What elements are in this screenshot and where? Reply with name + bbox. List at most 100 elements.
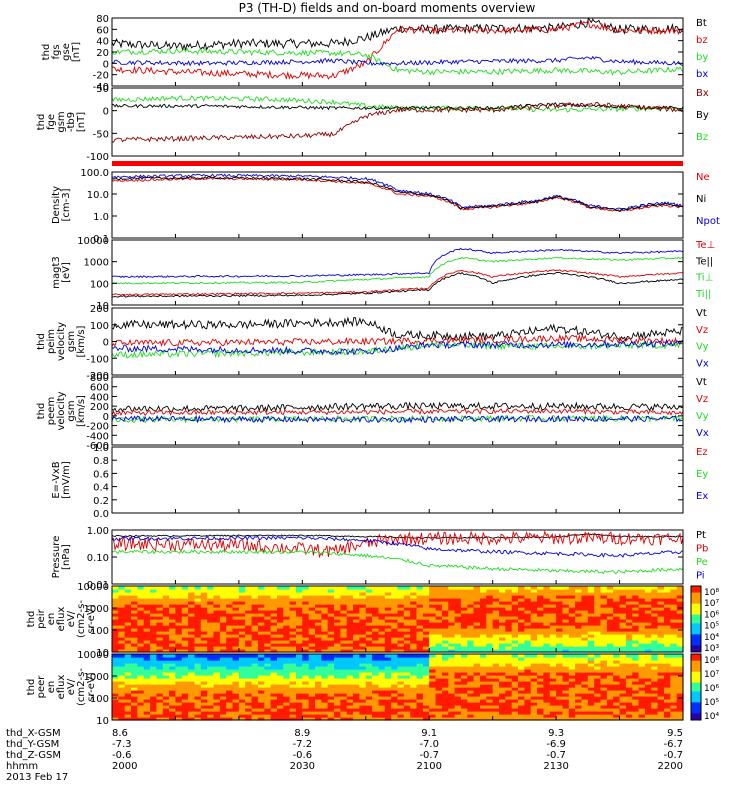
heatmap-cell	[613, 613, 621, 617]
heatmap-cell	[340, 690, 348, 694]
heatmap-cell	[156, 601, 164, 605]
heatmap-cell	[384, 616, 392, 620]
heatmap-cell	[587, 592, 595, 596]
heatmap-cell	[340, 675, 348, 679]
heatmap-cell	[207, 693, 215, 697]
heatmap-cell	[283, 675, 291, 679]
heatmap-cell	[188, 678, 195, 682]
heatmap-cell	[441, 601, 449, 605]
heatmap-cell	[277, 663, 284, 667]
heatmap-cell	[270, 637, 278, 641]
heatmap-cell	[264, 640, 272, 644]
heatmap-cell	[162, 660, 170, 664]
heatmap-cell	[150, 643, 157, 647]
heatmap-cell	[581, 631, 589, 635]
heatmap-cell	[575, 708, 582, 712]
heatmap-cell	[410, 637, 418, 641]
heatmap-cell	[238, 646, 246, 650]
heatmap-cell	[632, 625, 640, 629]
y-axis-label: gsm	[66, 400, 77, 421]
heatmap-cell	[232, 613, 240, 617]
heatmap-cell	[112, 660, 119, 664]
heatmap-cell	[353, 654, 360, 658]
heatmap-cell	[575, 669, 582, 673]
heatmap-cell	[226, 637, 234, 641]
heatmap-cell	[194, 702, 202, 706]
heatmap-cell	[340, 702, 348, 706]
heatmap-cell	[435, 598, 443, 602]
heatmap-cell	[372, 622, 379, 626]
heatmap-cell	[391, 595, 399, 599]
heatmap-cell	[518, 586, 525, 590]
heatmap-cell	[530, 672, 538, 676]
heatmap-cell	[226, 643, 234, 647]
heatmap-cell	[454, 625, 462, 629]
heatmap-cell	[613, 622, 621, 626]
heatmap-cell	[467, 646, 475, 650]
colorbar-tick-label: 10⁴	[704, 633, 719, 643]
y-axis-label: Pressure	[51, 536, 62, 579]
y-axis-label: [nPa]	[61, 544, 72, 570]
heatmap-cell	[441, 708, 449, 712]
heatmap-cell	[334, 678, 341, 682]
heatmap-cell	[518, 601, 525, 605]
heatmap-cell	[587, 589, 595, 593]
heatmap-cell	[575, 631, 582, 635]
heatmap-cell	[467, 586, 475, 590]
heatmap-cell	[594, 684, 602, 688]
heatmap-cell	[359, 598, 367, 602]
heatmap-cell	[422, 711, 430, 715]
heatmap-cell	[188, 637, 195, 641]
heatmap-cell	[143, 687, 151, 691]
heatmap-cell	[613, 595, 621, 599]
heatmap-cell	[321, 625, 329, 629]
heatmap-cell	[556, 666, 563, 670]
heatmap-cell	[422, 625, 430, 629]
heatmap-cell	[245, 705, 253, 709]
heatmap-cell	[441, 637, 449, 641]
heatmap-cell	[334, 705, 341, 709]
heatmap-cell	[346, 678, 354, 682]
heatmap-cell	[207, 619, 215, 623]
heatmap-cell	[270, 684, 278, 688]
heatmap-cell	[467, 666, 475, 670]
heatmap-cell	[346, 660, 354, 664]
heatmap-cell	[219, 637, 227, 641]
heatmap-cell	[492, 643, 500, 647]
colorbar-tick-label: 10⁸	[704, 588, 719, 598]
heatmap-cell	[575, 684, 582, 688]
heatmap-cell	[277, 699, 284, 703]
heatmap-cell	[454, 622, 462, 626]
heatmap-cell	[296, 646, 303, 650]
heatmap-cell	[213, 714, 221, 718]
heatmap-cell	[429, 607, 437, 611]
colorbar-step	[691, 695, 701, 699]
heatmap-cell	[454, 660, 462, 664]
heatmap-cell	[505, 702, 513, 706]
heatmap-cell	[505, 714, 513, 718]
heatmap-cell	[403, 610, 411, 614]
heatmap-cell	[372, 693, 379, 697]
heatmap-cell	[606, 675, 614, 679]
heatmap-cell	[156, 628, 164, 632]
heatmap-cell	[416, 628, 424, 632]
heatmap-cell	[670, 613, 678, 617]
heatmap-cell	[327, 589, 335, 593]
heatmap-cell	[454, 666, 462, 670]
heatmap-cell	[169, 646, 176, 650]
heatmap-cell	[651, 714, 659, 718]
heatmap-cell	[600, 598, 608, 602]
heatmap-cell	[353, 631, 360, 635]
heatmap-cell	[664, 610, 671, 614]
heatmap-cell	[156, 666, 164, 670]
x-tick-label: 9.1	[421, 728, 437, 739]
heatmap-cell	[277, 634, 284, 638]
heatmap-cell	[226, 654, 234, 658]
heatmap-cell	[143, 672, 151, 676]
heatmap-cell	[131, 693, 138, 697]
heatmap-cell	[435, 705, 443, 709]
heatmap-cell	[397, 598, 405, 602]
heatmap-cell	[651, 693, 659, 697]
heatmap-cell	[283, 610, 291, 614]
heatmap-cell	[353, 637, 360, 641]
